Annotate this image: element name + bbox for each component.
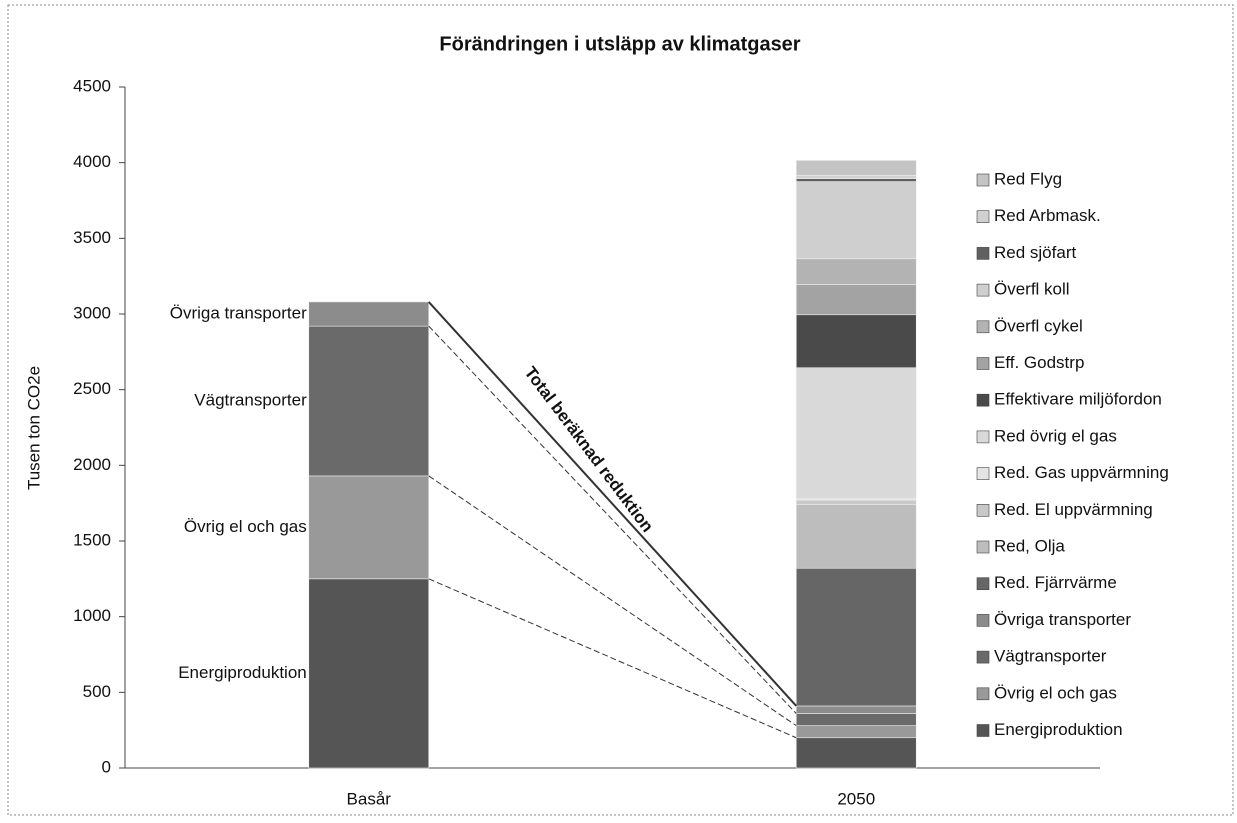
segment-label: Övrig el och gas bbox=[184, 517, 307, 536]
legend-swatch bbox=[976, 173, 990, 187]
bar-segment bbox=[795, 737, 917, 769]
legend-label: Red Flyg bbox=[994, 169, 1062, 188]
bar-segment bbox=[795, 284, 917, 316]
y-axis-label: Tusen ton CO2e bbox=[24, 366, 43, 490]
legend-label: Övriga transporter bbox=[994, 610, 1131, 629]
legend-label: Energiproduktion bbox=[994, 720, 1123, 739]
bar-segment bbox=[795, 567, 917, 707]
bar-segment bbox=[795, 713, 917, 726]
legend-label: Överfl koll bbox=[994, 280, 1070, 299]
bar-segment bbox=[795, 504, 917, 569]
connector bbox=[428, 475, 797, 727]
bar-segment bbox=[795, 367, 917, 499]
y-tick-label: 3000 bbox=[73, 303, 111, 322]
legend-label: Red. Gas uppvärmning bbox=[994, 463, 1169, 482]
y-tick-label: 4000 bbox=[73, 152, 111, 171]
legend-swatch bbox=[976, 467, 990, 480]
y-tick-label: 3500 bbox=[73, 228, 111, 247]
bar-segment bbox=[795, 725, 917, 739]
legend-swatch bbox=[976, 540, 990, 554]
legend-label: Övrig el och gas bbox=[994, 683, 1117, 702]
chart-title: Förändringen i utsläpp av klimatgaser bbox=[439, 33, 800, 55]
legend-label: Vägtransporter bbox=[994, 647, 1107, 666]
y-tick-label: 0 bbox=[102, 757, 111, 776]
legend-swatch bbox=[976, 577, 990, 591]
bar-segment bbox=[795, 258, 917, 285]
connector bbox=[428, 578, 797, 739]
legend-swatch bbox=[976, 687, 990, 701]
legend-swatch bbox=[976, 210, 990, 223]
bar-segment bbox=[308, 578, 430, 769]
y-tick-label: 2500 bbox=[73, 379, 111, 398]
annotation: Total beräknad reduktion bbox=[520, 363, 657, 536]
y-tick-label: 4500 bbox=[73, 76, 111, 95]
bar-segment bbox=[795, 181, 917, 260]
bar-segment bbox=[795, 499, 917, 505]
bar-segment bbox=[308, 301, 430, 327]
y-tick-label: 1500 bbox=[73, 530, 111, 549]
legend-label: Red sjöfart bbox=[994, 243, 1076, 262]
bar-segment bbox=[795, 314, 917, 369]
legend-label: Red. Fjärrvärme bbox=[994, 573, 1117, 592]
bar-segment bbox=[795, 175, 917, 179]
legend-swatch bbox=[976, 247, 990, 260]
segment-label: Övriga transporter bbox=[170, 303, 307, 322]
frame bbox=[7, 4, 1234, 816]
y-tick-label: 1000 bbox=[73, 606, 111, 625]
bar-segment bbox=[308, 475, 430, 580]
legend-swatch bbox=[976, 614, 990, 627]
legend-label: Eff. Godstrp bbox=[994, 353, 1084, 372]
legend-swatch bbox=[976, 430, 990, 444]
y-tick-label: 2000 bbox=[73, 455, 111, 474]
legend-label: Red, Olja bbox=[994, 536, 1065, 555]
legend-swatch bbox=[976, 724, 990, 737]
y-tick-label: 500 bbox=[83, 682, 111, 701]
legend-swatch bbox=[976, 503, 990, 517]
legend-swatch bbox=[976, 283, 990, 297]
segment-label: Energiproduktion bbox=[178, 663, 307, 682]
x-tick-label: Basår bbox=[347, 789, 392, 808]
legend-label: Red övrig el gas bbox=[994, 426, 1117, 445]
segment-label: Vägtransporter bbox=[194, 391, 307, 410]
legend-swatch bbox=[976, 650, 990, 664]
legend-swatch bbox=[976, 357, 990, 370]
legend-label: Red. El uppvärmning bbox=[994, 500, 1153, 519]
bar-segment bbox=[795, 178, 917, 182]
bar-segment bbox=[795, 160, 917, 176]
legend-swatch bbox=[976, 393, 990, 407]
legend-label: Överfl cykel bbox=[994, 316, 1083, 335]
legend-label: Red Arbmask. bbox=[994, 206, 1101, 225]
connector bbox=[428, 325, 797, 714]
legend-label: Effektivare miljöfordon bbox=[994, 390, 1162, 409]
bar-segment bbox=[308, 325, 430, 477]
bar-segment bbox=[795, 705, 917, 714]
connector bbox=[428, 301, 797, 707]
legend-swatch bbox=[976, 320, 990, 334]
x-tick-label: 2050 bbox=[837, 789, 875, 808]
